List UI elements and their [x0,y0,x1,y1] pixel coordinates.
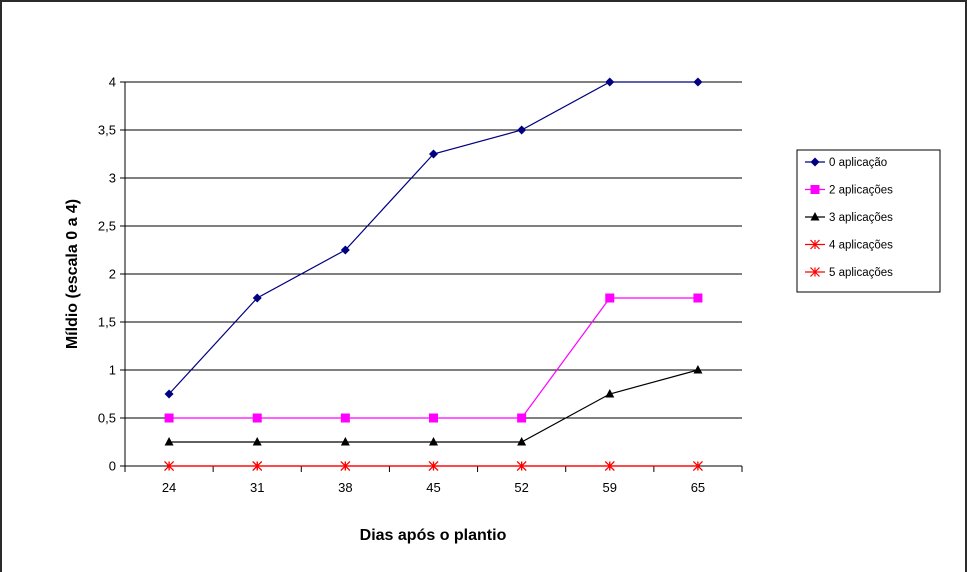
series-1 [164,77,703,399]
data-point [164,389,174,399]
data-point [340,437,350,446]
y-tick-label: 3,5 [98,123,116,138]
data-point [429,413,438,423]
data-point [693,365,703,374]
data-point [517,413,527,423]
data-point [605,389,615,398]
gridlines [125,81,742,419]
data-point [252,293,262,303]
data-point [428,461,439,471]
y-tick-label: 1 [109,363,116,378]
legend-marker [810,212,820,221]
data-point [516,461,527,471]
data-point [340,413,350,423]
series-line [169,369,699,443]
legend-label: 3 aplicações [829,212,893,224]
data-point [517,125,527,135]
series-group [164,77,703,471]
legend-label: 5 aplicações [829,267,893,279]
x-tick-labels: 24 31 38 45 52 59 65 [162,480,705,495]
x-tick-label: 59 [603,480,617,495]
y-tick-label: 4 [109,75,116,90]
data-point [517,437,527,446]
x-tick-label: 31 [250,480,264,495]
series-5 [164,461,703,471]
y-tick-label: 0,5 [98,411,116,426]
y-axis-title: Míldio (escala 0 a 4) [64,199,81,349]
x-tick-label: 38 [338,480,352,495]
legend: 0 aplicação 2 aplicações 3 aplicações 4 apl… [796,149,941,293]
series-line [168,81,698,395]
legend-marker [810,267,820,277]
data-point [693,461,703,471]
data-point [429,149,438,159]
x-tick-label: 45 [426,480,440,495]
data-point [252,413,262,423]
y-tick-label: 2 [109,267,116,282]
x-tick-label: 52 [514,480,528,495]
data-point [605,293,615,303]
data-point [164,413,174,423]
y-tick-label: 0 [109,459,116,474]
data-point [340,461,351,471]
data-point [164,437,174,446]
data-point [605,77,615,87]
legend-entry: 5 aplicações [805,267,893,279]
legend-box [796,149,941,293]
legend-marker [810,239,820,250]
series-2 [164,293,703,423]
data-point [340,245,350,255]
data-point [693,77,703,87]
series-line [169,297,698,419]
legend-label: 4 aplicações [829,240,893,252]
y-tick-label: 3 [109,171,116,186]
legend-entry: 4 aplicações [805,240,893,252]
legend-marker [810,185,820,194]
legend-entry: 0 aplicação [805,157,887,169]
data-point [604,461,615,471]
legend-entry: 3 aplicações [805,212,893,224]
data-point [693,293,703,303]
x-tick-label: 65 [691,480,705,495]
x-tick-label: 24 [162,480,176,495]
y-tick-label: 1,5 [98,315,116,330]
x-axis-title: Dias após o plantio [360,527,507,544]
data-point [429,437,438,446]
data-point [252,437,262,446]
series-3 [164,365,703,446]
y-tick-labels: 0 0,5 1 1,5 2 2,5 3 3,5 4 [98,75,116,474]
y-tick-label: 2,5 [98,219,116,234]
legend-label: 0 aplicação [829,157,887,169]
data-point [164,461,174,471]
legend-marker [810,157,820,167]
legend-entry: 2 aplicações [805,185,893,197]
data-point [252,461,263,471]
legend-label: 2 aplicações [829,185,893,197]
